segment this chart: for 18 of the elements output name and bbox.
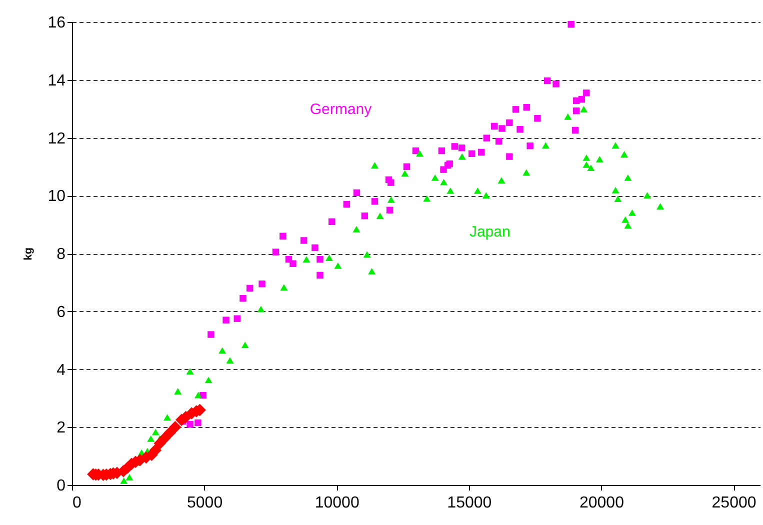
y-tick-label: 2: [56, 420, 66, 437]
y-tick-label: 12: [48, 130, 66, 148]
x-tick-label: 0: [72, 494, 82, 512]
text: Germany: [310, 100, 372, 118]
y-tick-label: 6: [56, 304, 66, 321]
x-tick-label: 25000: [712, 494, 756, 512]
y-axis-title: kg: [22, 248, 35, 260]
y-tick-label: 14: [48, 72, 66, 90]
x-tick-label: 20000: [579, 494, 624, 512]
y-tick-label: 8: [56, 246, 66, 263]
series-label: Japan: [469, 223, 510, 240]
y-tick-label: 4: [56, 362, 66, 379]
x-tick-label: 10000: [314, 494, 360, 512]
y-tick-label: 10: [48, 188, 66, 206]
x-tick-label: 5000: [187, 494, 223, 512]
y-tick-label: 16: [48, 14, 66, 32]
x-tick-label: 15000: [447, 494, 492, 512]
y-tick-label: 0: [56, 478, 66, 494]
